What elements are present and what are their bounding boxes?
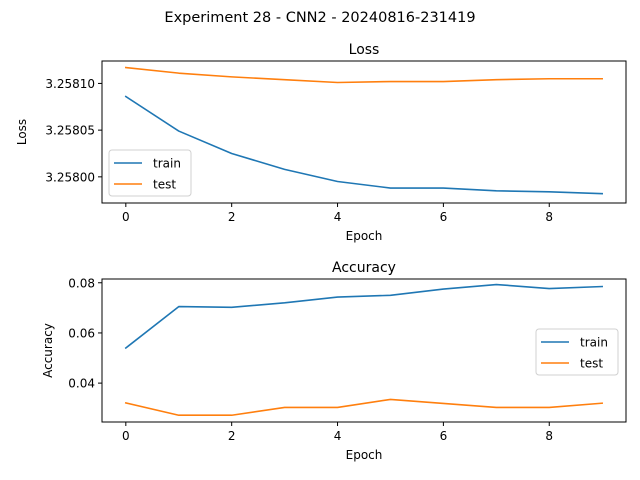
y-tick-label: 0.04 — [68, 377, 95, 391]
legend-label-test: test — [580, 357, 603, 371]
y-axis-label: Accuracy — [41, 323, 55, 378]
series-line-test — [124, 398, 604, 417]
x-axis-label: Epoch — [346, 448, 383, 462]
legend: train test — [535, 328, 619, 376]
subplot-loss: Loss 0 2 4 6 8 3.25800 3.25805 3.25810 Epoch Loss t… — [15, 42, 627, 243]
y-tick-label: 3.25810 — [45, 77, 95, 91]
x-tick-label: 0 — [122, 210, 130, 224]
series-line-train — [124, 283, 604, 350]
legend: train test — [108, 149, 192, 197]
axes-title: Accuracy — [332, 260, 396, 276]
y-tick-label: 0.08 — [68, 276, 95, 290]
series-line-test — [124, 66, 603, 84]
x-axis-label: Epoch — [346, 229, 383, 243]
y-axis-label: Loss — [15, 119, 29, 145]
figure-suptitle: Experiment 28 - CNN2 - 20240816-231419 — [164, 10, 475, 26]
subplot-accuracy: Accuracy 0 2 4 6 8 0.04 0.06 0.08 Epoch Accuracy tr… — [41, 260, 627, 462]
legend-label-train: train — [580, 336, 608, 350]
series-line-train — [124, 95, 604, 195]
x-tick-label: 8 — [545, 429, 553, 443]
x-tick-label: 2 — [228, 210, 236, 224]
x-tick-label: 4 — [334, 429, 342, 443]
y-tick-label: 3.25800 — [45, 170, 95, 184]
x-tick-label: 6 — [440, 429, 448, 443]
x-tick-label: 4 — [334, 210, 342, 224]
axes-frame — [101, 278, 627, 423]
x-tick-label: 2 — [228, 429, 236, 443]
x-tick-label: 0 — [122, 429, 130, 443]
axes-frame — [101, 60, 627, 204]
legend-label-train: train — [153, 157, 181, 171]
legend-label-test: test — [153, 178, 176, 192]
x-tick-label: 6 — [440, 210, 448, 224]
y-tick-label: 0.06 — [68, 326, 95, 340]
y-tick-label: 3.25805 — [45, 124, 95, 138]
x-tick-label: 8 — [545, 210, 553, 224]
axes-title: Loss — [349, 42, 380, 58]
